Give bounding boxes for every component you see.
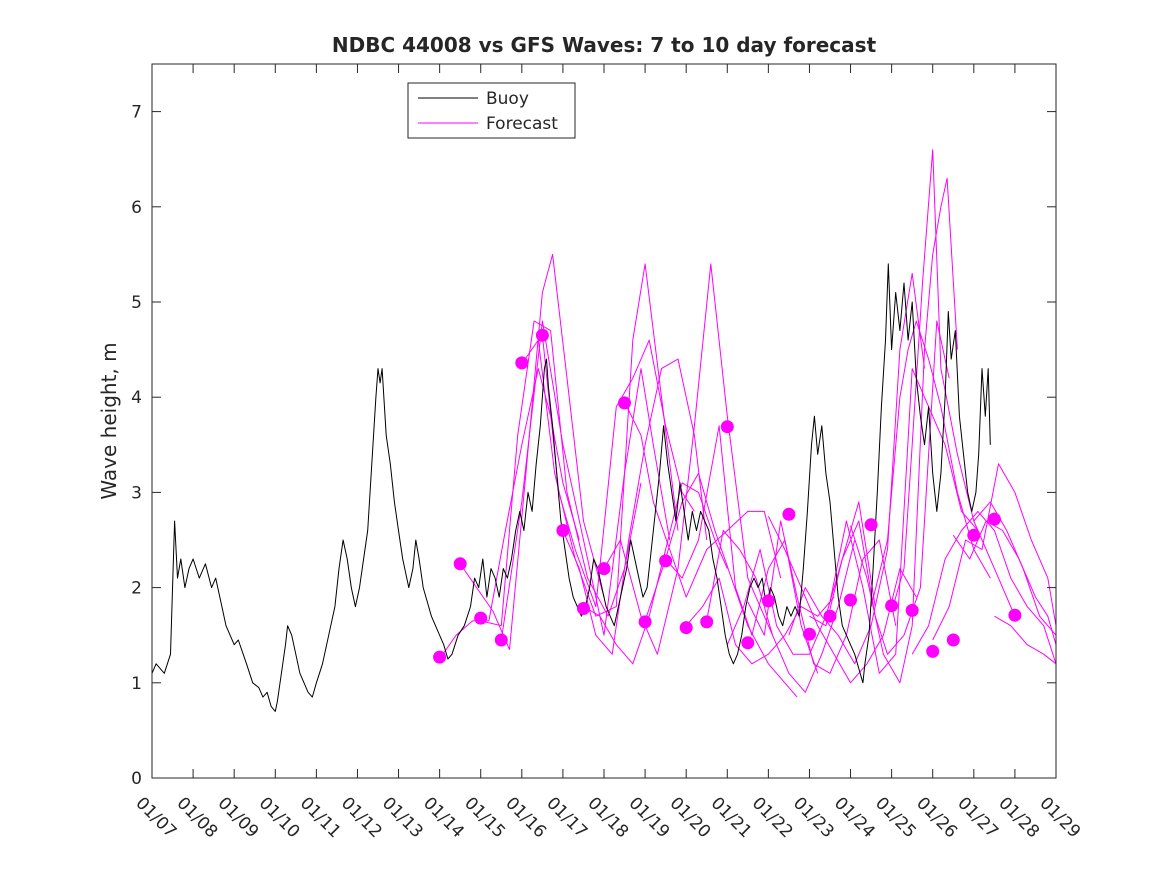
- forecast-start-marker: [761, 594, 775, 608]
- forecast-line: [480, 320, 642, 627]
- chart-title: NDBC 44008 vs GFS Waves: 7 to 10 day for…: [332, 33, 877, 57]
- y-tick-label: 1: [131, 674, 142, 694]
- forecast-line: [829, 368, 979, 674]
- forecast-line: [952, 520, 1057, 645]
- y-axis-ticks: 0 1 2 3 4 5 6 7: [131, 103, 1056, 789]
- forecast-start-marker: [782, 507, 796, 521]
- y-tick-label: 7: [131, 103, 142, 123]
- forecast-start-marker: [535, 328, 549, 342]
- forecast-start-marker: [618, 396, 631, 410]
- forecast-line: [726, 501, 876, 655]
- legend-forecast-label: Forecast: [486, 114, 558, 134]
- forecast-line: [665, 425, 819, 674]
- forecast-line: [521, 263, 679, 617]
- forecast-line: [870, 320, 991, 607]
- forecast-line: [932, 463, 1057, 641]
- forecast-start-marker: [453, 557, 467, 571]
- y-tick-label: 4: [131, 388, 142, 408]
- forecast-start-marker: [905, 603, 919, 617]
- legend-buoy-label: Buoy: [486, 89, 529, 109]
- y-axis-label: Wave height, m: [97, 342, 121, 499]
- forecast-line: [891, 149, 1016, 617]
- forecast-start-marker: [597, 562, 611, 576]
- forecast-start-marker: [720, 420, 734, 434]
- forecast-start-marker: [577, 602, 590, 615]
- forecast-start-marker: [433, 650, 447, 664]
- forecast-line: [994, 615, 1057, 665]
- forecast-line: [850, 177, 958, 684]
- series-lines: [151, 149, 1057, 712]
- y-tick-label: 5: [131, 293, 142, 313]
- forecast-line: [459, 253, 605, 650]
- forecast-line: [644, 472, 798, 698]
- forecast-line: [624, 401, 782, 598]
- forecast-start-marker: [556, 524, 570, 537]
- forecast-start-marker: [864, 518, 878, 532]
- y-tick-label: 2: [131, 579, 142, 599]
- forecast-start-marker: [494, 633, 508, 647]
- forecast-start-marker: [803, 627, 816, 641]
- forecast-line: [809, 320, 950, 655]
- legend-box: [407, 82, 576, 139]
- forecast-markers: [433, 328, 1022, 664]
- forecast-start-marker: [946, 633, 960, 647]
- forecast-line: [706, 530, 856, 693]
- forecast-start-marker: [823, 609, 837, 623]
- buoy-line: [151, 263, 991, 712]
- forecast-line: [685, 577, 835, 665]
- forecast-start-marker: [474, 611, 488, 625]
- forecast-start-marker: [679, 621, 693, 635]
- legend: Buoy Forecast: [407, 82, 576, 139]
- y-tick-label: 3: [131, 483, 142, 503]
- plot-area: [152, 64, 1056, 778]
- forecast-start-marker: [844, 593, 857, 607]
- forecast-line: [541, 335, 695, 608]
- forecast-line: [973, 501, 1057, 636]
- forecast-start-marker: [741, 636, 755, 650]
- forecast-start-marker: [885, 599, 899, 613]
- y-tick-label: 0: [131, 769, 142, 789]
- forecast-start-marker: [638, 615, 652, 629]
- forecast-line: [747, 520, 897, 674]
- y-tick-label: 6: [131, 198, 142, 218]
- forecast-start-marker: [659, 554, 673, 568]
- forecast-start-marker: [700, 615, 714, 629]
- forecast-start-marker: [987, 512, 1001, 526]
- forecast-line: [562, 358, 708, 655]
- forecast-line: [500, 320, 671, 641]
- forecast-line: [603, 263, 773, 655]
- forecast-start-marker: [967, 528, 981, 542]
- forecast-start-marker: [1008, 608, 1022, 622]
- forecast-start-marker: [926, 644, 940, 658]
- forecast-start-marker: [515, 356, 529, 370]
